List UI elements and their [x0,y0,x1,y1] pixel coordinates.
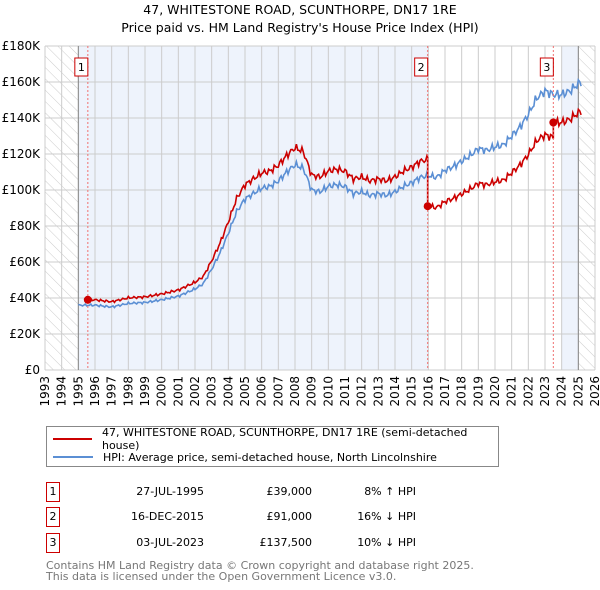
sale-hpi-diff: 16% ↓ HPI [357,510,416,523]
x-tick-label: 2014 [388,376,402,407]
y-tick-label: £100K [2,183,42,197]
sale-label-box [74,57,89,77]
ownership-shade [561,46,579,370]
x-tick-label: 1999 [138,376,152,407]
sale-date: 03-JUL-2023 [136,536,204,549]
x-tick-label: 2002 [188,376,202,407]
sale-hpi-diff: 8% ↑ HPI [364,485,416,498]
legend: 47, WHITESTONE ROAD, SCUNTHORPE, DN17 1R… [46,426,499,467]
footer-licence: This data is licensed under the Open Gov… [46,570,397,583]
x-tick-label: 2013 [371,376,385,407]
y-tick-label: £40K [9,291,41,305]
sale-number-badge: 1 [46,482,60,502]
hpi-line [78,78,582,309]
y-tick-label: £60K [9,255,41,269]
x-tick-label: 2018 [455,376,469,407]
sale-label-number: 1 [78,61,85,74]
x-tick-label: 1997 [105,376,119,407]
x-tick-label: 1996 [88,376,102,407]
x-tick-label: 2009 [305,376,319,407]
sale-label-number: 2 [418,61,425,74]
no-data-hatch [578,46,595,370]
sale-point [423,202,432,211]
sale-row: 3 03-JUL-2023 £137,500 10% ↓ HPI [46,533,446,553]
sale-number-badge: 3 [46,533,60,553]
footer-copyright: Contains HM Land Registry data © Crown c… [46,559,474,572]
sale-label-number: 3 [543,61,550,74]
legend-item-hpi: HPI: Average price, semi-detached house,… [53,449,437,465]
x-tick-label: 2022 [521,376,535,407]
x-tick-label: 1998 [121,376,135,407]
legend-swatch-property [53,438,92,440]
sale-row: 1 27-JUL-1995 £39,000 8% ↑ HPI [46,482,446,502]
legend-label-hpi: HPI: Average price, semi-detached house,… [103,450,437,464]
x-tick-label: 2016 [421,376,435,407]
y-tick-label: £140K [2,111,42,125]
sale-point [83,295,92,304]
sale-price: £137,500 [259,536,313,549]
x-tick-label: 2015 [405,376,419,407]
x-tick-label: 2019 [471,376,485,407]
x-tick-label: 2004 [221,376,235,407]
sale-label-box [414,57,429,77]
x-tick-label: 1993 [38,376,52,407]
x-tick-label: 2001 [171,376,185,407]
ownership-shade [78,46,429,370]
y-tick-label: £20K [9,327,41,341]
x-tick-label: 2012 [355,376,369,407]
sale-price: £39,000 [266,485,313,498]
x-tick-label: 2000 [155,376,169,407]
property-price-line [88,107,582,304]
x-tick-label: 2010 [321,376,335,407]
x-tick-label: 1995 [71,376,85,407]
x-tick-label: 2017 [438,376,452,407]
sale-price: £91,000 [266,510,313,523]
x-tick-label: 2008 [288,376,302,407]
x-tick-label: 2006 [255,376,269,407]
legend-label-property: 47, WHITESTONE ROAD, SCUNTHORPE, DN17 1R… [101,426,468,452]
y-tick-label: £80K [9,219,41,233]
sale-number-badge: 2 [46,507,60,527]
sale-point [549,118,558,127]
x-tick-label: 2003 [205,376,219,407]
sale-row: 2 16-DEC-2015 £91,000 16% ↓ HPI [46,507,446,527]
x-tick-label: 2011 [338,376,352,407]
x-tick-label: 2025 [571,376,585,407]
sale-hpi-diff: 10% ↓ HPI [357,536,416,549]
footer: Contains HM Land Registry data © Crown c… [46,560,474,582]
y-tick-label: £180K [2,39,42,53]
x-tick-label: 2026 [588,376,600,407]
chart-subtitle: Price paid vs. HM Land Registry's House … [121,20,478,35]
x-tick-label: 2021 [505,376,519,407]
sale-label-box [539,57,554,77]
sale-date: 27-JUL-1995 [136,485,204,498]
y-tick-label: £0 [25,363,40,377]
price-chart: 47, WHITESTONE ROAD, SCUNTHORPE, DN17 1R… [2,2,600,407]
x-tick-label: 1994 [55,376,69,407]
y-tick-label: £120K [2,147,42,161]
x-tick-label: 2023 [538,376,552,407]
legend-swatch-hpi [53,456,93,458]
y-tick-label: £160K [2,75,42,89]
x-tick-label: 2005 [238,376,252,407]
sale-date: 16-DEC-2015 [130,510,204,523]
legend-item-property: 47, WHITESTONE ROAD, SCUNTHORPE, DN17 1R… [53,426,498,452]
chart-title: 47, WHITESTONE ROAD, SCUNTHORPE, DN17 1R… [143,2,456,17]
x-tick-label: 2020 [488,376,502,407]
x-tick-label: 2024 [555,376,569,407]
x-tick-label: 2007 [271,376,285,407]
